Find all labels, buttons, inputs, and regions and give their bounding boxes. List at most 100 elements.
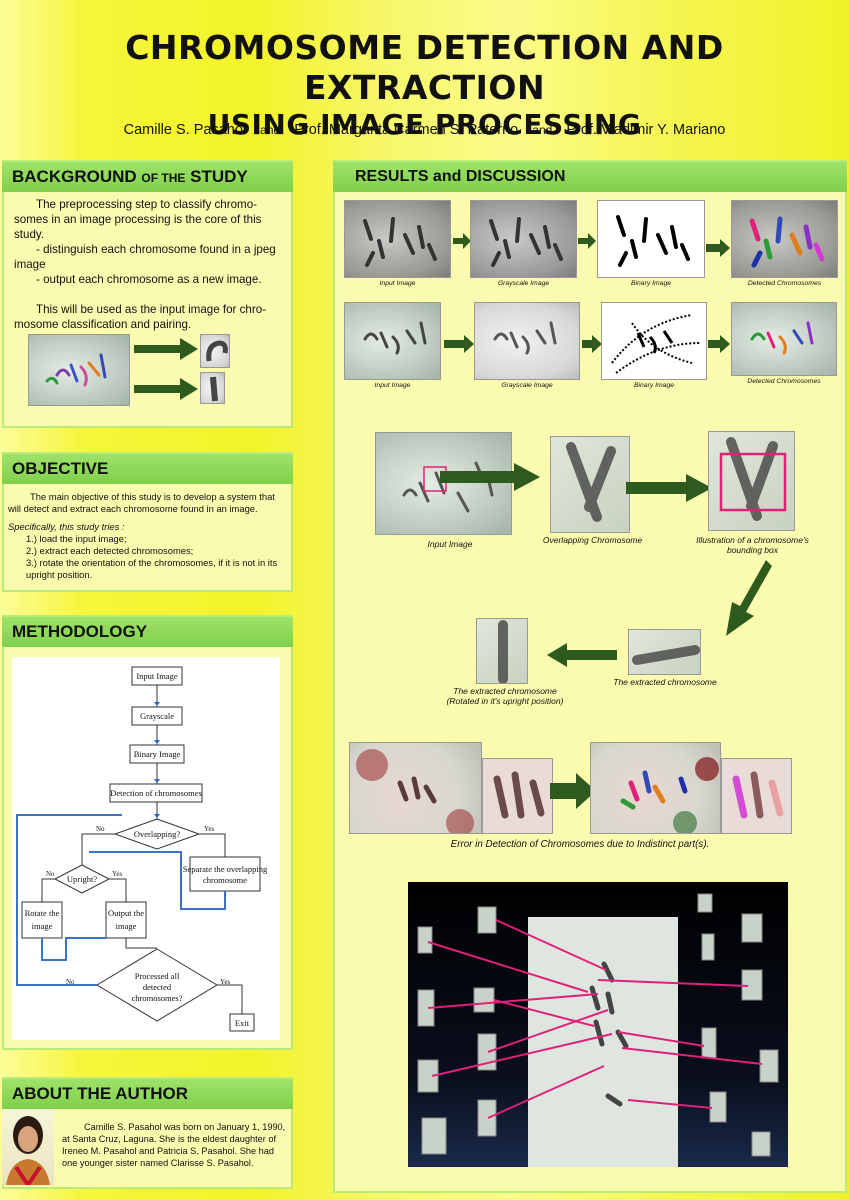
arrow-right-icon	[453, 233, 471, 249]
error-detected-image	[590, 742, 721, 834]
error-zoom-detected	[721, 758, 792, 834]
objective-header: OBJECTIVE	[2, 454, 293, 484]
flow-separate-2: chromosome	[203, 875, 247, 885]
flow-separate-1: Separate the overlapping	[183, 864, 268, 874]
arrow-right-icon	[444, 335, 474, 353]
overlap-chromosome-image	[550, 436, 630, 533]
error-zoom-input	[482, 758, 553, 834]
row2-caption-input: Input Image	[374, 382, 411, 389]
row1-input-image	[344, 200, 451, 278]
row1-caption-binary: Binary Image	[630, 280, 672, 287]
background-p2: - distinguish each chromosome found in a…	[14, 243, 276, 271]
arrow-right-icon	[708, 335, 730, 353]
background-p3: - output each chromosome as a new image.	[36, 273, 262, 286]
objective-item-1: 1.) load the input image;	[26, 533, 127, 544]
row2-grayscale-image	[474, 302, 580, 380]
caption-illus-line1: Illustration of a chromosome's	[696, 535, 809, 545]
caption-rotated-line2: (Rotated in it's upright position)	[446, 696, 564, 706]
extraction-overview-figure	[408, 882, 788, 1167]
flow-upright: Upright?	[67, 874, 97, 884]
arrow-right-icon	[440, 463, 540, 491]
author-header: ABOUT THE AUTHOR	[2, 1079, 293, 1109]
arrow-left-icon	[547, 643, 617, 667]
objective-text: The main objective of this study is to d…	[8, 491, 290, 581]
background-header: BACKGROUND OF THE STUDY	[2, 162, 293, 192]
objective-item-3: 3.) rotate the orientation of the chromo…	[26, 557, 278, 580]
flow-processed-2: detected	[143, 982, 172, 992]
extracted-chromosome-2	[200, 372, 225, 404]
flow-binary: Binary Image	[134, 749, 181, 759]
error-caption: Error in Detection of Chromosomes due to…	[450, 839, 710, 850]
caption-rotated: The extracted chromosome (Rotated in it'…	[430, 686, 580, 706]
flow-output-2: image	[116, 921, 137, 931]
and-1: and	[260, 123, 281, 137]
author-2: Prof. Margarita Carmen S. Paterno	[294, 122, 519, 138]
arrow-right-icon	[626, 474, 712, 502]
background-input-image	[28, 334, 130, 406]
flow-output-1: Output the	[108, 908, 144, 918]
row1-grayscale-image	[470, 200, 577, 278]
overlap-caption-input: Input Image	[427, 539, 473, 549]
objective-item-2: 2.) extract each detected chromosomes;	[26, 545, 194, 556]
flow-yes-1: Yes	[204, 825, 214, 833]
row1-caption-gray: Grayscale Image	[497, 280, 550, 287]
flow-overlap: Overlapping?	[134, 829, 180, 839]
background-text: The preprocessing step to classify chrom…	[14, 197, 284, 332]
bounding-box-illustration	[708, 431, 795, 531]
results-header: RESULTS and DISCUSSION	[333, 162, 847, 192]
flow-yes-3: Yes	[220, 978, 230, 986]
background-header-study: STUDY	[190, 167, 248, 186]
background-header-of: OF THE	[141, 171, 186, 185]
row1-detected-image	[731, 200, 838, 278]
author-1: Camille S. Pasahol	[123, 122, 247, 138]
arrow-right-icon	[134, 338, 198, 360]
flow-no-3: No	[66, 978, 75, 986]
arrow-right-icon	[134, 378, 198, 400]
objective-p1: The main objective of this study is to d…	[8, 491, 275, 514]
objective-intro: Specifically, this study tries :	[8, 521, 125, 532]
flow-processed-1: Processed all	[135, 971, 180, 981]
flow-grayscale: Grayscale	[140, 711, 174, 721]
arrow-right-icon	[582, 335, 602, 353]
arrow-down-left-icon	[726, 560, 772, 636]
arrow-right-icon	[706, 239, 730, 257]
caption-extracted: The extracted chromosome	[613, 677, 717, 687]
background-header-main: BACKGROUND	[12, 167, 137, 186]
overlap-caption-illustration: Illustration of a chromosome's bounding …	[685, 535, 820, 555]
row2-input-image	[344, 302, 441, 380]
flow-rotate-1: Rotate the	[25, 908, 60, 918]
poster-title: CHROMOSOME DETECTION AND EXTRACTION USIN…	[0, 28, 849, 142]
arrow-right-icon	[578, 233, 596, 249]
flow-yes-2: Yes	[112, 870, 122, 878]
author-bio-text: Camille S. Pasahol was born on January 1…	[62, 1122, 286, 1168]
author-3: Prof. Vladimir Y. Mariano	[566, 122, 726, 138]
overlap-caption-overlap: Overlapping Chromosome	[542, 535, 643, 545]
extracted-chromosome-1	[200, 334, 230, 368]
row1-caption-input: Input Image	[379, 280, 416, 287]
and-2: and	[532, 123, 553, 137]
row2-caption-gray: Grayscale Image	[501, 382, 553, 389]
row2-caption-detected: Detected Chromosomes	[747, 378, 821, 385]
row2-caption-binary: Binary Image	[633, 382, 675, 389]
arrow-right-icon	[550, 773, 596, 809]
caption-rotated-line1: The extracted chromosome	[453, 686, 557, 696]
flow-rotate-2: image	[32, 921, 53, 931]
row1-binary-image	[597, 200, 705, 278]
flow-detect: Detection of chromosomes	[110, 788, 202, 798]
author-bio: Camille S. Pasahol was born on January 1…	[62, 1121, 288, 1169]
author-photo	[2, 1109, 54, 1185]
authors-line: Camille S. Pasahol and Prof. Margarita C…	[0, 122, 849, 138]
rotated-chromosome-image	[476, 618, 528, 684]
flow-input: Input Image	[136, 671, 178, 681]
row2-detected-image	[731, 302, 837, 376]
background-p1: The preprocessing step to classify chrom…	[14, 198, 262, 241]
flow-processed-3: chromosomes?	[132, 993, 183, 1003]
methodology-header: METHODOLOGY	[2, 617, 293, 647]
overlap-input-image	[375, 432, 512, 535]
title-line-1: CHROMOSOME DETECTION AND EXTRACTION	[125, 28, 724, 107]
background-p4: This will be used as the input image for…	[14, 303, 267, 331]
flow-no-2: No	[46, 870, 55, 878]
row2-binary-image	[601, 302, 707, 380]
extracted-chromosome-image	[628, 629, 701, 675]
row1-caption-detected: Detected Chromosomes	[747, 280, 822, 287]
